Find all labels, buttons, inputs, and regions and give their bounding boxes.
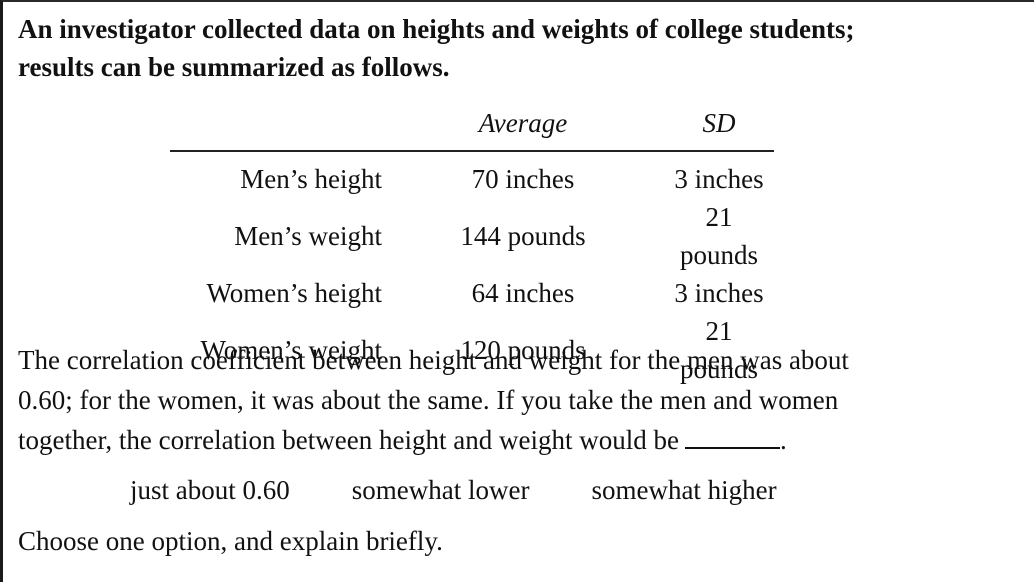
instruction-text: Choose one option, and explain briefly. xyxy=(18,526,443,556)
option-somewhat-lower: somewhat lower xyxy=(351,475,530,505)
intro-line-1: An investigator collected data on height… xyxy=(18,14,855,44)
question-end-punct: . xyxy=(779,425,787,455)
row-average: 144 pounds xyxy=(460,221,586,251)
header-sd: SD xyxy=(664,108,774,152)
row-sd: 21 pounds xyxy=(679,316,758,384)
row-average: 120 pounds xyxy=(460,335,586,365)
option-just-about: just about 0.60 xyxy=(130,475,290,505)
table-header-row: Average SD xyxy=(170,108,774,152)
table-row: Women’s weight 120 pounds 21 pounds xyxy=(170,312,774,388)
row-sd: 21 pounds xyxy=(679,202,758,270)
row-label: Men’s weight xyxy=(234,221,382,251)
header-average: Average xyxy=(382,108,664,152)
question-line-3: together, the correlation between height… xyxy=(18,420,1008,460)
header-empty xyxy=(170,108,382,152)
answer-blank xyxy=(684,425,780,449)
question-line-3-text: together, the correlation between height… xyxy=(18,425,679,455)
summary-table: Average SD Men’s height 70 inches 3 inch… xyxy=(170,108,774,388)
row-average: 64 inches xyxy=(471,278,575,308)
question-line-2: 0.60; for the women, it was about the sa… xyxy=(18,385,839,415)
answer-options: just about 0.60 somewhat lower somewhat … xyxy=(130,472,777,508)
option-somewhat-higher: somewhat higher xyxy=(591,475,777,505)
row-sd: 3 inches xyxy=(674,278,764,308)
intro-line-2: results can be summarized as follows. xyxy=(18,52,450,82)
row-label: Men’s height xyxy=(240,164,382,194)
row-label: Women’s height xyxy=(206,278,382,308)
row-average: 70 inches xyxy=(471,164,575,194)
question-paragraph: The correlation coefficient between heig… xyxy=(18,340,1008,460)
table-row: Men’s height 70 inches 3 inches xyxy=(170,151,774,198)
table-row: Women’s height 64 inches 3 inches xyxy=(170,274,774,312)
intro-paragraph: An investigator collected data on height… xyxy=(18,10,1008,86)
row-sd: 3 inches xyxy=(674,164,764,194)
table-row: Men’s weight 144 pounds 21 pounds xyxy=(170,198,774,274)
question-line-1: The correlation coefficient between heig… xyxy=(18,345,849,375)
row-label: Women’s weight xyxy=(200,335,382,365)
